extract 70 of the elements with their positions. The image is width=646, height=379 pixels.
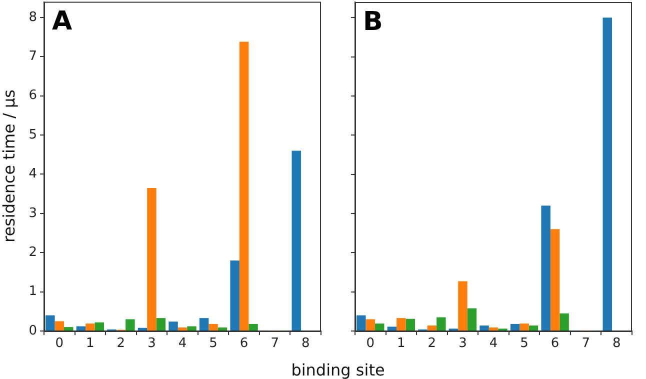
bar [366, 319, 376, 330]
chart-title: B [363, 6, 383, 37]
bar [480, 326, 489, 330]
y-tick-label: 1 [28, 284, 37, 300]
bar [458, 281, 468, 330]
bar [230, 260, 240, 330]
bar [239, 42, 249, 330]
y-tick-label: 4 [28, 166, 37, 182]
x-tick-label: 1 [397, 336, 406, 352]
x-tick-label: 5 [520, 336, 528, 352]
bar [86, 324, 95, 330]
bar [406, 318, 416, 330]
bar [550, 229, 560, 330]
bar [467, 308, 477, 330]
y-tick-label: 6 [28, 88, 37, 104]
bar [199, 318, 209, 330]
chart-title: A [52, 6, 72, 37]
x-tick-label: 4 [489, 336, 498, 352]
x-axis-title: binding site [291, 360, 385, 379]
bar [147, 188, 156, 330]
bar [436, 317, 446, 330]
x-tick-label: 5 [209, 336, 218, 352]
x-tick-label: 4 [178, 336, 187, 352]
y-tick-label: 8 [28, 10, 37, 25]
bar [375, 324, 384, 330]
bar [126, 319, 135, 330]
bar [292, 150, 301, 330]
x-tick-label: 2 [428, 336, 436, 352]
bar [528, 326, 538, 330]
bar [387, 326, 397, 330]
bar [208, 324, 218, 330]
x-tick-label: 6 [550, 336, 560, 352]
y-tick-label: 0 [28, 323, 37, 338]
y-axis-title: residence time / µs [0, 90, 18, 242]
bar [46, 315, 55, 330]
x-tick-label: 1 [86, 336, 94, 352]
bar [76, 326, 86, 330]
bar [94, 322, 104, 330]
x-tick-label: 8 [612, 336, 621, 352]
x-tick-label: 7 [582, 336, 590, 352]
y-tick-label: 7 [28, 49, 37, 64]
bar [168, 322, 178, 330]
bar [356, 315, 366, 330]
bar [602, 18, 612, 330]
bar [156, 318, 166, 330]
bar [560, 313, 569, 330]
x-tick-label: 0 [366, 336, 375, 352]
y-tick-label: 3 [28, 206, 37, 221]
x-tick-label: 6 [240, 336, 248, 352]
x-tick-label: 7 [270, 336, 279, 352]
x-tick-label: 3 [458, 336, 467, 352]
bar [178, 327, 188, 330]
x-tick-label: 2 [116, 336, 126, 352]
bar [138, 328, 148, 330]
x-tick-label: 0 [55, 336, 64, 352]
bar [541, 206, 550, 330]
bar [248, 324, 258, 330]
y-tick-label: 5 [28, 127, 37, 142]
bar [218, 327, 228, 330]
bar [488, 327, 498, 330]
bar [510, 324, 520, 330]
x-tick-label: 3 [148, 336, 156, 352]
bar [64, 327, 74, 330]
bar [520, 324, 529, 330]
bar [427, 326, 437, 330]
bar [396, 318, 406, 330]
bar [54, 321, 64, 330]
bar [187, 326, 196, 330]
x-tick-label: 8 [301, 336, 310, 352]
y-tick-label: 2 [28, 244, 37, 260]
